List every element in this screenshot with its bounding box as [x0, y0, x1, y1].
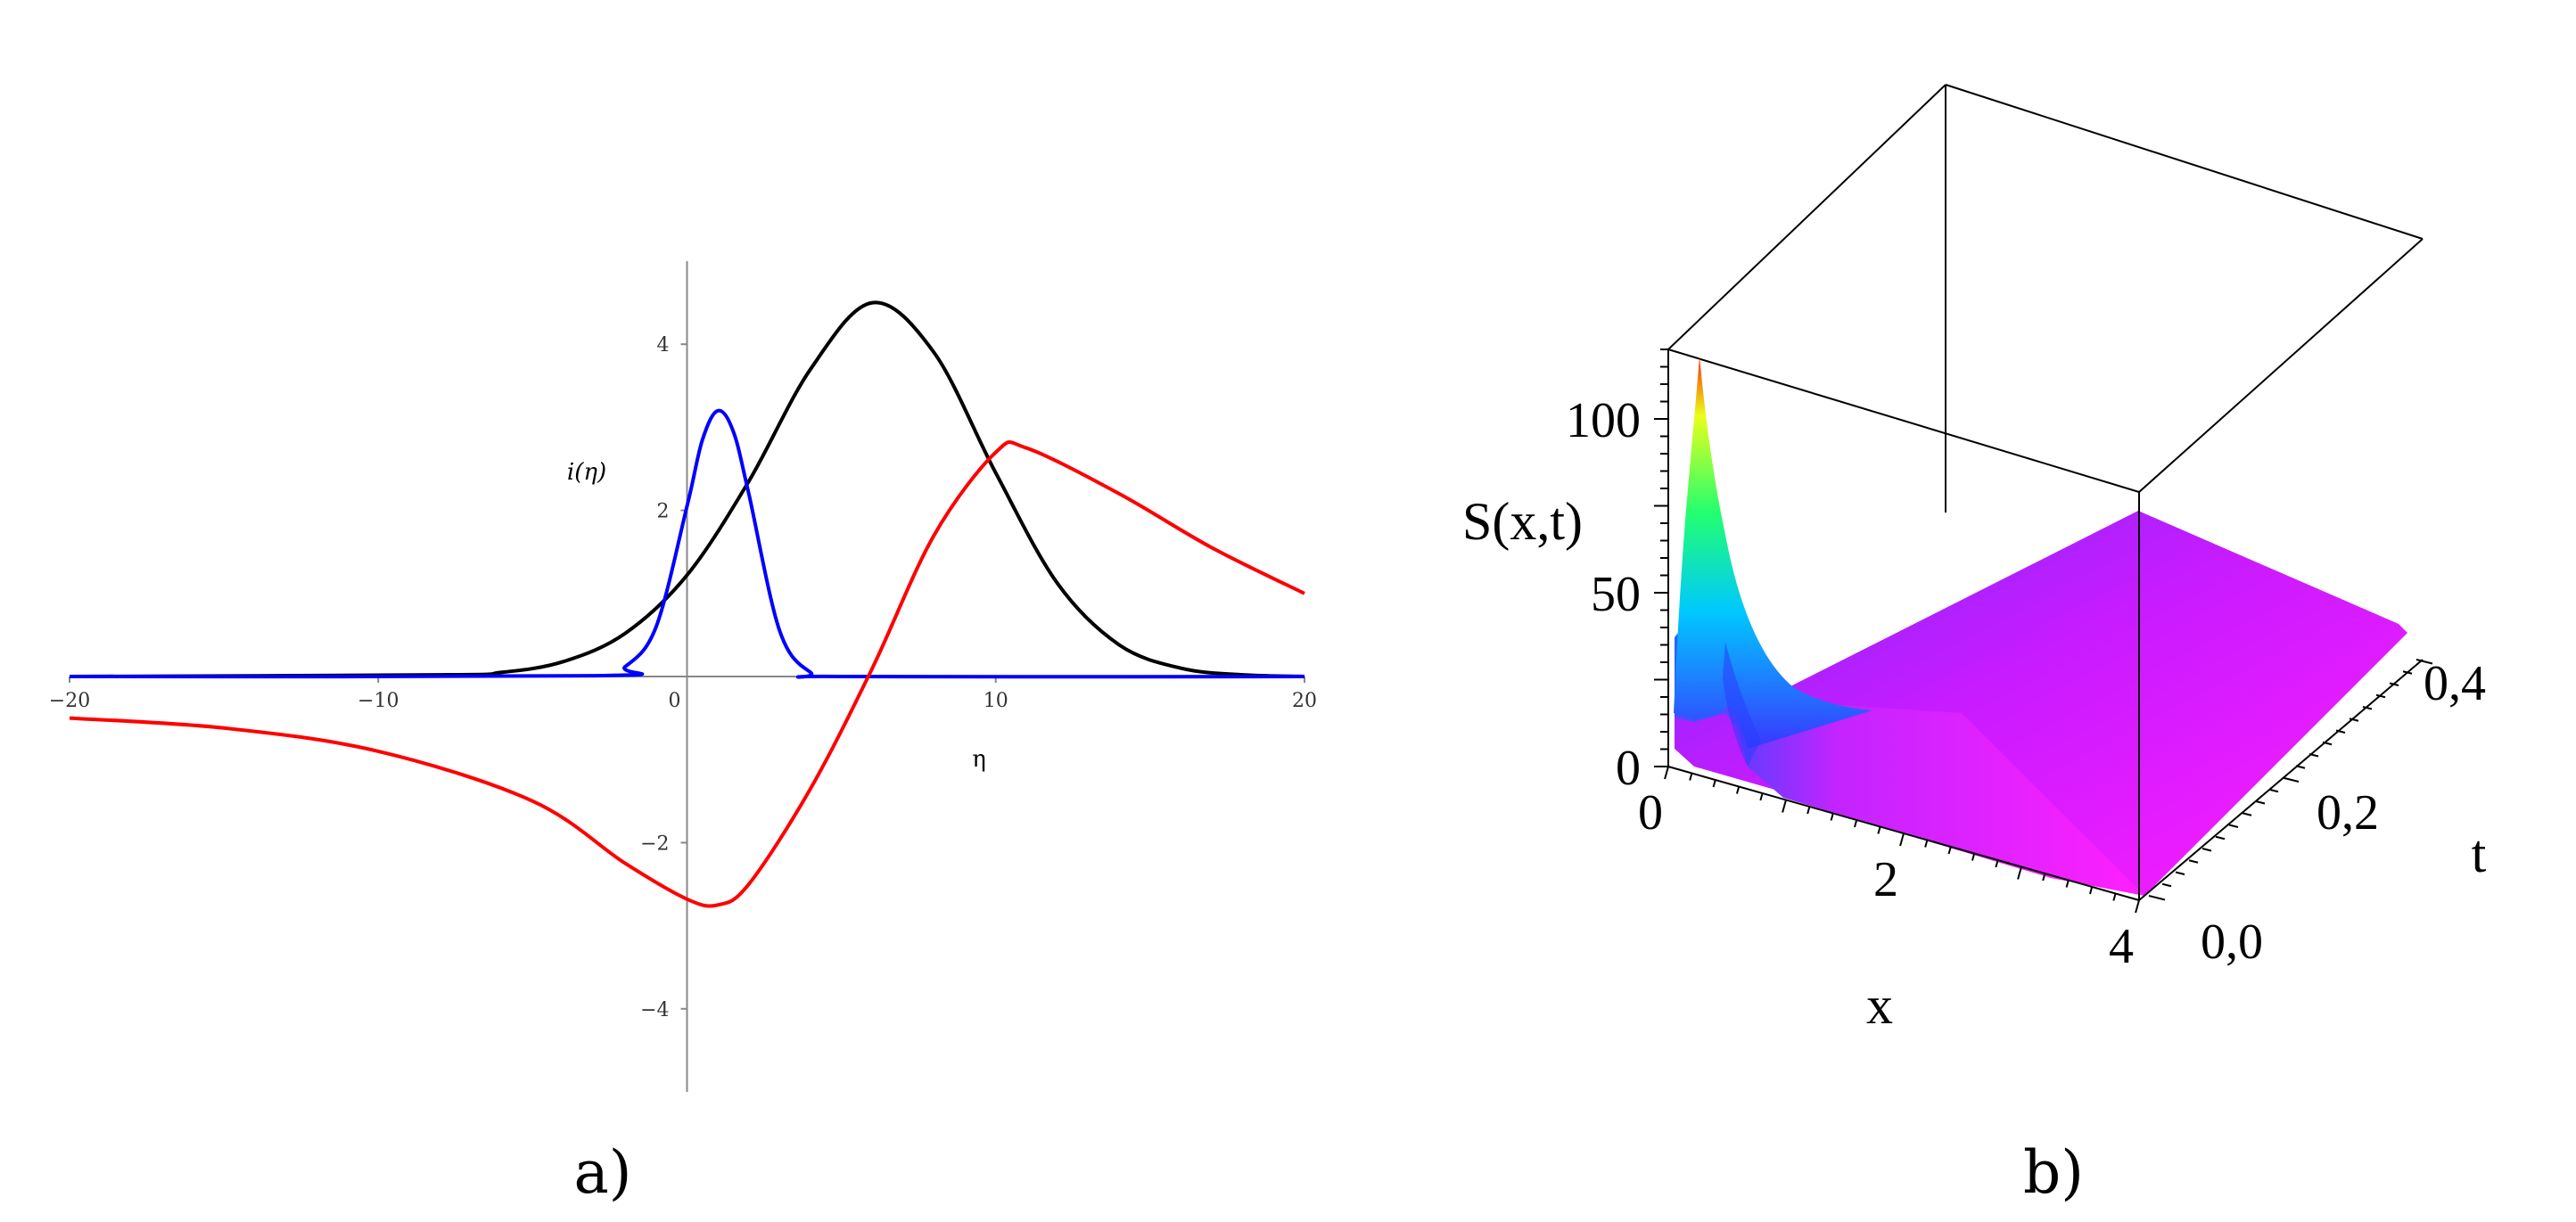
x-tick-mark [1782, 800, 1787, 813]
x-tick-mark [1995, 859, 1999, 868]
x-tick-label: −20 [49, 690, 90, 712]
t-tick-mark [2188, 859, 2199, 864]
t-tick-label: 0,2 [2317, 785, 2379, 841]
box-back-edges [1667, 84, 2424, 513]
series-group [69, 300, 1305, 908]
t-tick-mark [2295, 765, 2306, 769]
z-tick-label: 50 [1591, 567, 1641, 622]
y-tick-label: 4 [657, 334, 670, 357]
t-tick-mark [2148, 895, 2166, 901]
y-tick-label: 2 [657, 501, 670, 523]
x-tick-mark [2017, 866, 2022, 880]
t-tick-mark [2175, 871, 2185, 875]
z-tick-label: 100 [1566, 393, 1641, 448]
panel-a-chart: −20 −10 0 10 20 4 2 −2 −4 η i(η) [49, 261, 1317, 1092]
surface-front-edge [1734, 704, 2144, 896]
series-red-line [69, 440, 1305, 908]
x-tick-label: −10 [358, 690, 399, 712]
t-tick-label: 0,0 [2201, 914, 2263, 970]
x-tick-mark [1971, 853, 1976, 861]
t-axis-label: t [2472, 824, 2487, 883]
t-tick-mark [2228, 824, 2239, 828]
x-tick-label: 4 [2109, 919, 2134, 974]
x-tick-mark [1735, 786, 1741, 794]
x-tick-mark [2088, 886, 2094, 895]
surface-spike [1674, 357, 1872, 749]
t-tick-mark [2255, 800, 2266, 805]
t-tick-mark [2161, 882, 2172, 888]
t-tick-mark [2375, 693, 2386, 699]
panel-a-label: a) [573, 1138, 631, 1207]
y-axis-label: i(η) [567, 459, 606, 486]
x-tick-mark [2112, 893, 2117, 901]
x-tick-mark [1853, 819, 1858, 828]
x-axis-label: x [1866, 976, 1893, 1035]
z-axis-label: S(x,t) [1462, 492, 1583, 551]
x-tick-mark [1877, 826, 1881, 834]
x-tick-label: 0 [669, 690, 681, 712]
x-tick-mark [1924, 840, 1929, 848]
x-tick-mark [2042, 873, 2046, 882]
x-tick-mark [1689, 773, 1693, 781]
surface-ridge [1723, 642, 1761, 767]
t-tick-mark [2215, 835, 2226, 841]
x-tick-label: 0 [1638, 785, 1663, 841]
x-tick-mark [1899, 832, 1905, 847]
x-tick-mark [1830, 813, 1834, 821]
series-blue-line [69, 408, 1305, 679]
x-tick-mark [2135, 899, 2140, 914]
t-tick-label: 0,4 [2424, 656, 2486, 711]
x-axis-label: η [972, 746, 986, 773]
t-tick-mark [2402, 670, 2413, 675]
t-tick-mark [2416, 659, 2433, 665]
x-tick-label: 20 [1292, 690, 1317, 712]
panel-b-chart: 0 2 4 0,0 0,2 0,4 0 50 100 S(x,t) x t [1462, 84, 2487, 1035]
t-tick-mark [2362, 706, 2373, 710]
x-tick-mark [2065, 880, 2070, 888]
t-tick-mark [2349, 718, 2359, 722]
t-tick-mark [2322, 741, 2333, 746]
t-tick-mark [2242, 812, 2252, 816]
x-tick-label: 2 [1873, 852, 1898, 907]
panel-b-label: b) [2023, 1138, 2084, 1207]
t-tick-mark [2202, 848, 2212, 852]
t-tick-mark [2309, 753, 2319, 758]
x-tick-label: 10 [983, 690, 1008, 712]
y-ticks: 4 2 −2 −4 [640, 334, 687, 1021]
t-tick-mark [2335, 729, 2346, 734]
z-tick-label: 0 [1616, 741, 1641, 796]
x-ticks: −20 −10 0 10 20 [49, 677, 1317, 712]
y-tick-label: −2 [640, 832, 669, 855]
y-tick-label: −4 [640, 999, 669, 1021]
t-tick-mark [2268, 788, 2279, 793]
x-tick-mark [1664, 766, 1669, 780]
t-ticks: 0,0 0,2 0,4 [2148, 656, 2486, 970]
x-ticks: 0 2 4 [1638, 766, 2140, 974]
x-tick-mark [1806, 806, 1811, 815]
x-tick-mark [1947, 846, 1952, 855]
z-ticks: 0 50 100 [1566, 349, 1668, 796]
t-tick-mark [2282, 776, 2300, 783]
series-black-line [69, 300, 1305, 678]
x-tick-mark [1759, 792, 1764, 801]
surface [1674, 357, 2407, 896]
x-tick-mark [1712, 779, 1716, 788]
t-tick-mark [2389, 682, 2399, 686]
